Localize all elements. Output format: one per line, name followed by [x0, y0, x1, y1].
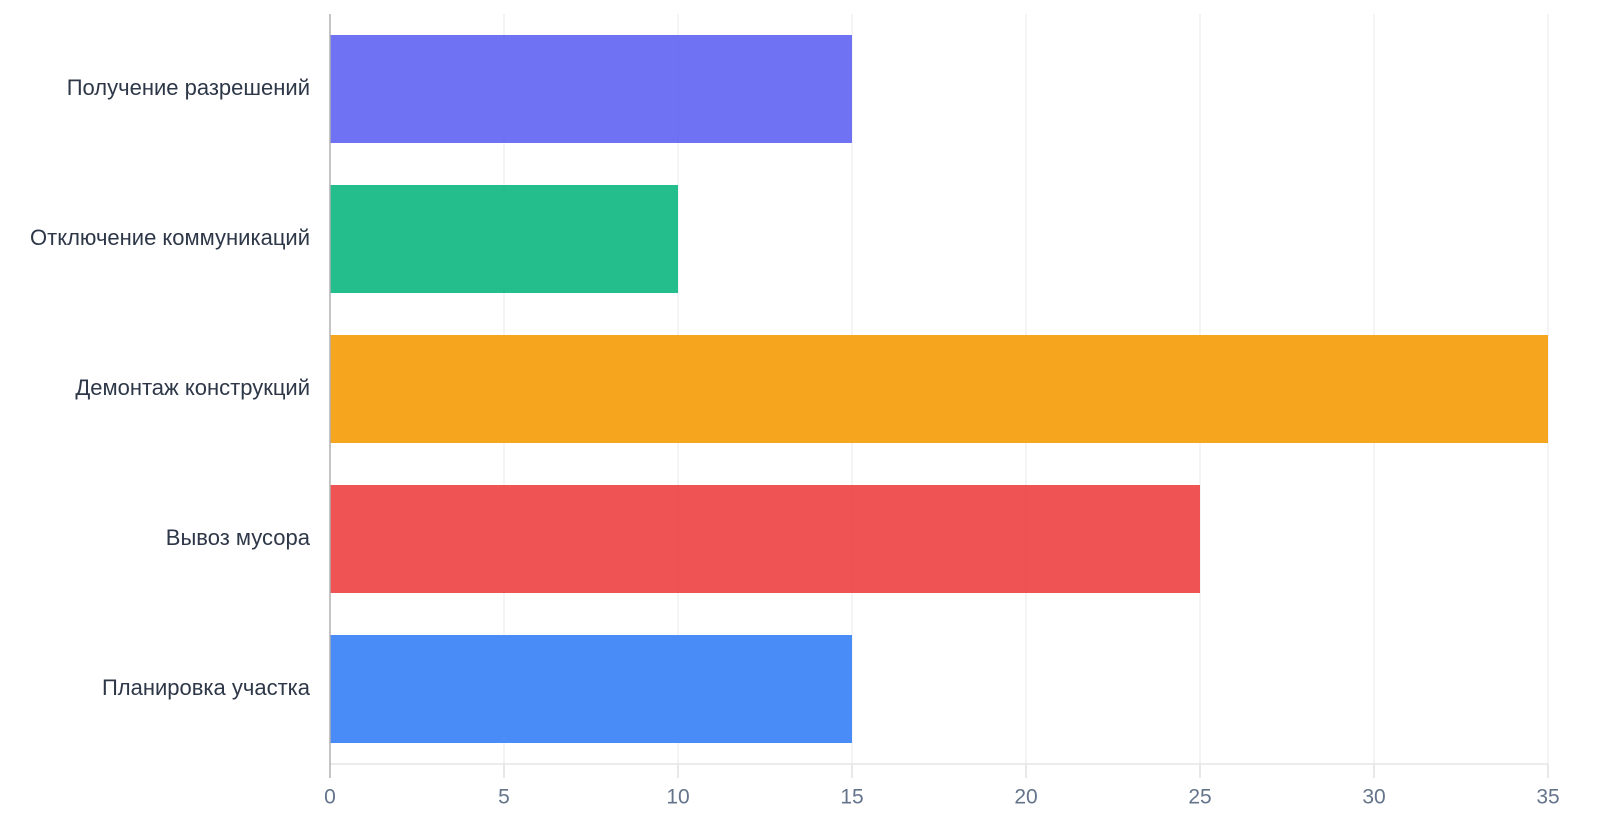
- y-tick-label: Получение разрешений: [67, 75, 310, 100]
- y-tick-label: Планировка участка: [102, 675, 311, 700]
- y-tick-label: Отключение коммуникаций: [30, 225, 310, 250]
- x-tick-label: 10: [666, 786, 689, 809]
- bar: [330, 485, 1200, 593]
- y-tick-label: Демонтаж конструкций: [75, 375, 310, 400]
- bar: [330, 185, 678, 293]
- bar: [330, 635, 852, 743]
- x-tick-label: 25: [1188, 786, 1211, 809]
- x-tick-label: 5: [498, 786, 510, 809]
- x-tick-label: 20: [1014, 786, 1037, 809]
- bar: [330, 35, 852, 143]
- y-tick-label: Вывоз мусора: [166, 525, 311, 550]
- bar: [330, 335, 1548, 443]
- x-tick-label: 30: [1362, 786, 1385, 809]
- x-tick-label: 0: [324, 786, 336, 809]
- x-tick-label: 35: [1536, 786, 1559, 809]
- x-tick-label: 15: [840, 786, 863, 809]
